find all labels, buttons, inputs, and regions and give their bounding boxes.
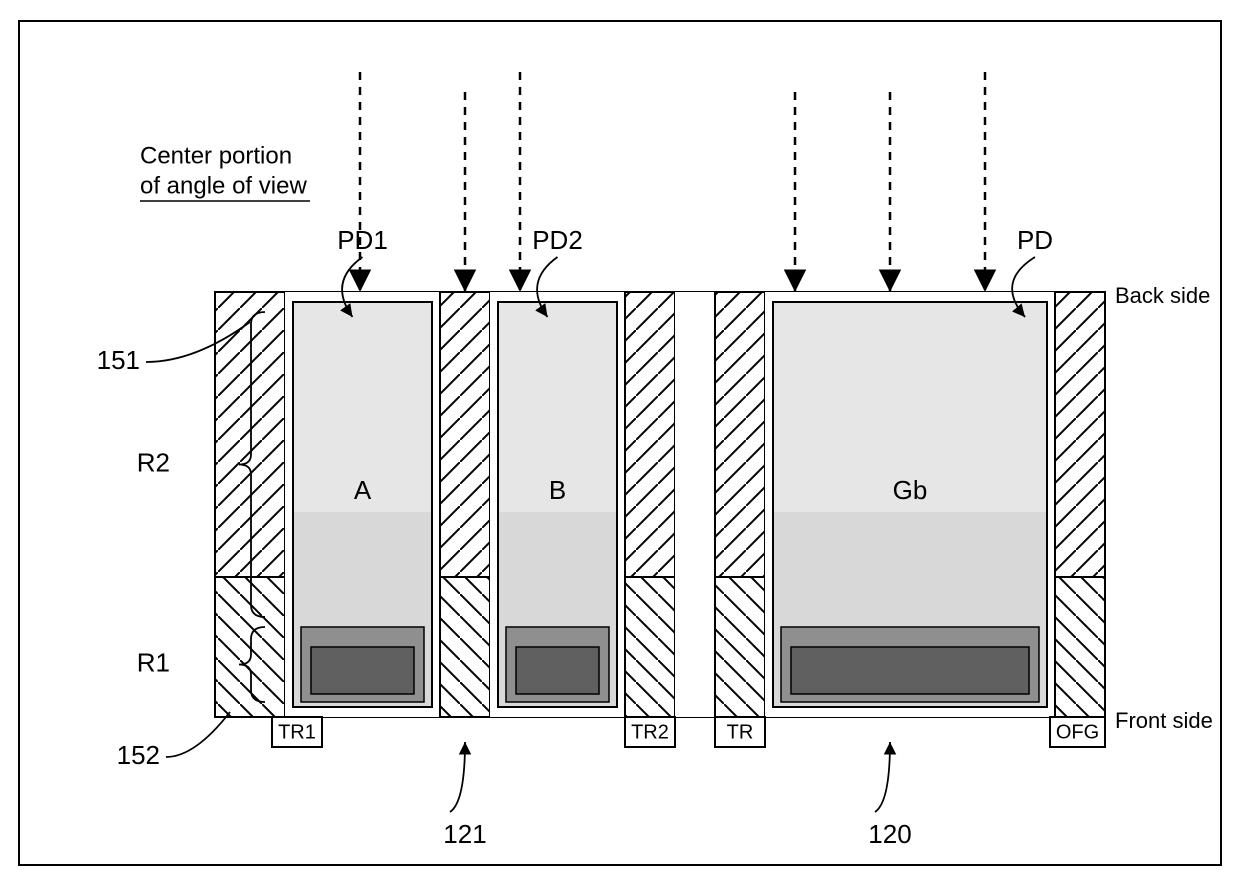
hatch-lower [215,577,285,717]
hatch-lower [1055,577,1105,717]
range-R2: R2 [137,447,170,477]
top-label-PD2: PD2 [532,225,583,255]
hatch-upper [440,292,490,577]
hatch-lower [440,577,490,717]
leader-152 [166,712,230,757]
hatch-lower [715,577,765,717]
range-R1: R1 [137,647,170,677]
ref-152: 152 [117,740,160,770]
top-label-PD: PD [1017,225,1053,255]
ref-151: 151 [97,345,140,375]
transistor-label-OFG: OFG [1056,721,1099,743]
title-line1: Center portion [140,142,292,169]
transistor-label-TR1: TR1 [278,721,316,743]
transistor-label-TR2: TR2 [631,721,669,743]
region-label-Gb: Gb [893,475,928,505]
ref-121: 121 [443,819,486,849]
hatch-upper [1055,292,1105,577]
hatch-upper [625,292,675,577]
top-label-PD1: PD1 [337,225,388,255]
leader-121 [450,742,465,812]
hatch-lower [625,577,675,717]
hatch-upper [715,292,765,577]
diagram-svg: Center portion of angle of view Back side F… [20,22,1220,864]
diagram-frame: Center portion of angle of view Back side F… [18,20,1222,866]
transistor-label-TR: TR [727,721,754,743]
back-side-label: Back side [1115,283,1210,308]
leader-120 [875,742,890,812]
region-label-A: A [354,475,372,505]
title-line2: of angle of view [140,172,307,199]
front-side-label: Front side [1115,708,1213,733]
ref-120: 120 [868,819,911,849]
hatch-upper [215,292,285,577]
region-label-B: B [549,475,566,505]
